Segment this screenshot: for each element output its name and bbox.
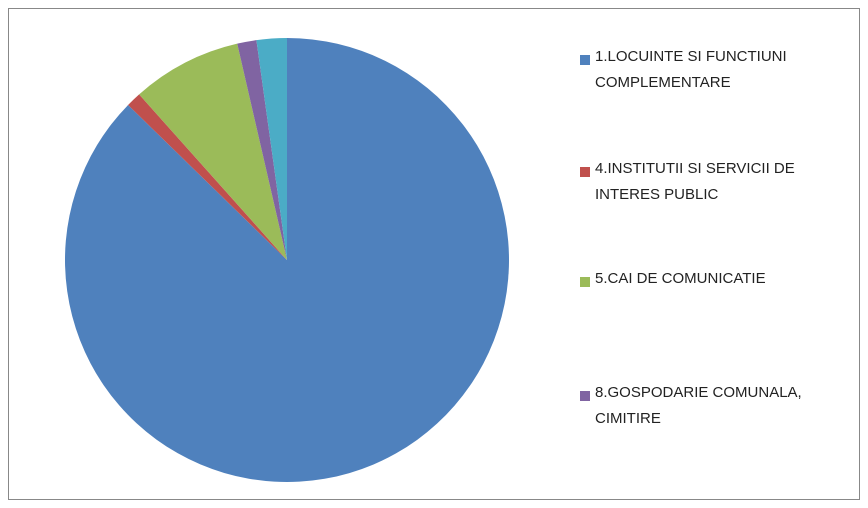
legend-swatch (580, 55, 590, 65)
pie-slice (139, 43, 287, 261)
legend-swatch (580, 167, 590, 177)
legend-item: 8.GOSPODARIE COMUNALA, CIMITIRE (580, 384, 850, 432)
legend-item: 1.LOCUINTE SI FUNCTIUNI COMPLEMENTARE (580, 48, 850, 96)
legend-item: 4.INSTITUTII SI SERVICII DE INTERES PUBL… (580, 160, 850, 208)
legend-label: 8.GOSPODARIE COMUNALA, CIMITIRE (595, 384, 802, 427)
pie-slice (64, 38, 509, 482)
legend-label: 4.INSTITUTII SI SERVICII DE INTERES PUBL… (595, 160, 795, 203)
legend-swatch (580, 391, 590, 401)
legend-item: 5.CAI DE COMUNICATIE (580, 270, 850, 292)
legend-label: 1.LOCUINTE SI FUNCTIUNI COMPLEMENTARE (595, 48, 787, 91)
legend-label: 5.CAI DE COMUNICATIE (595, 270, 766, 287)
pie-slice (237, 40, 287, 260)
pie-slice (128, 94, 287, 260)
legend-swatch (580, 277, 590, 287)
pie-slice (256, 38, 287, 260)
